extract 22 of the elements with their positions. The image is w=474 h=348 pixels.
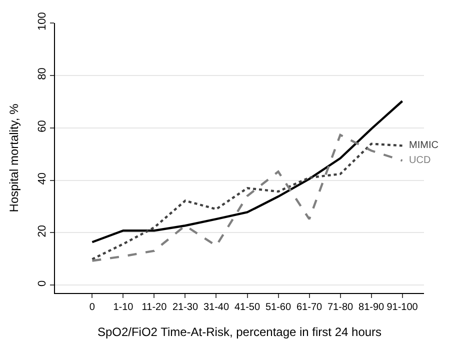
x-tick-label: 21-30	[172, 302, 198, 313]
x-tick-label: 0	[89, 302, 96, 313]
y-axis-title: Hospital mortality, %	[6, 103, 21, 212]
y-tick-label: 0	[36, 280, 49, 287]
y-tick-label: 60	[36, 120, 49, 132]
x-tick-label: 11-20	[142, 302, 168, 313]
series-label: UCD	[409, 155, 431, 166]
y-tick-label: 100	[36, 12, 49, 31]
x-tick-label: 1-10	[113, 302, 134, 313]
x-tick-label: 81-90	[358, 302, 385, 313]
x-tick-label: 71-80	[327, 302, 354, 313]
y-tick-label: 40	[36, 172, 49, 185]
x-tick-label: 31-40	[203, 302, 230, 313]
x-axis-title: SpO2/FiO2 Time-At-Risk, percentage in first 24 hours	[97, 324, 382, 339]
series-label: MIMIC	[409, 140, 438, 151]
x-tick-label: 51-60	[265, 302, 292, 313]
x-tick-label: 61-70	[296, 302, 322, 313]
y-tick-label: 80	[36, 68, 49, 80]
line-series	[91, 100, 404, 244]
x-tick-label: 91-100	[386, 302, 418, 313]
x-tick-label: 41-50	[234, 302, 260, 313]
y-tick-label: 20	[36, 224, 49, 238]
